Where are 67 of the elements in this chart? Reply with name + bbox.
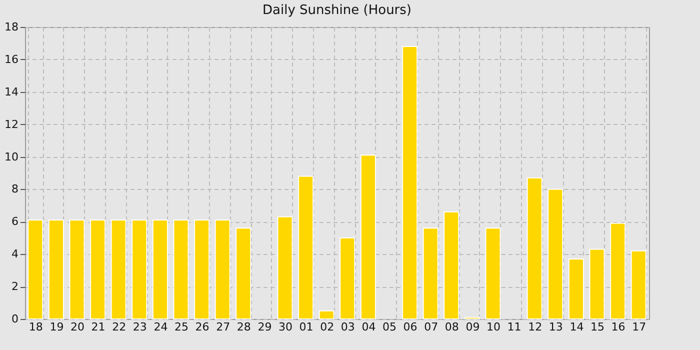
x-tick-label: 05	[382, 320, 396, 334]
bar	[69, 220, 85, 320]
bar	[318, 310, 334, 320]
bar	[48, 220, 64, 320]
bar	[277, 216, 293, 320]
bar	[402, 46, 418, 320]
bar	[110, 220, 126, 320]
x-tick-label: 08	[444, 320, 459, 334]
bar	[173, 220, 189, 320]
y-tick-label: 4	[12, 248, 18, 261]
bar	[589, 248, 605, 320]
bar	[360, 154, 376, 320]
y-tick-label: 8	[12, 182, 18, 196]
x-tick-label: 07	[424, 320, 438, 334]
y-tick-label: 0	[12, 312, 18, 326]
x-tick-label: 14	[570, 320, 584, 334]
x-tick-label: 02	[320, 320, 334, 334]
y-tick-label: 2	[12, 280, 18, 294]
x-tick-label: 12	[528, 320, 542, 334]
bar	[298, 176, 314, 320]
x-tick-label: 21	[91, 320, 106, 334]
x-tick-label: 17	[632, 320, 646, 334]
bar	[422, 228, 438, 320]
x-tick-label: 28	[236, 320, 251, 334]
x-tick-label: 24	[154, 320, 168, 334]
bar	[194, 220, 210, 320]
bar	[568, 258, 584, 320]
x-tick-label: 11	[507, 320, 522, 334]
x-tick-label: 29	[258, 320, 272, 334]
bar	[444, 211, 460, 320]
y-tick-label: 10	[4, 150, 18, 164]
bar	[548, 188, 564, 320]
x-tick-label: 22	[112, 320, 126, 334]
x-tick-label: 23	[132, 320, 147, 334]
x-tick-label: 27	[216, 320, 230, 334]
x-tick-label: 30	[278, 320, 292, 334]
y-tick-label: 6	[12, 215, 18, 228]
x-tick-label: 16	[611, 320, 626, 334]
x-tick-label: 18	[28, 320, 43, 334]
x-tick-label: 25	[174, 320, 188, 334]
bar	[214, 220, 230, 320]
y-tick-label: 14	[4, 85, 18, 98]
bar	[526, 177, 542, 320]
x-tick-label: 06	[403, 320, 418, 334]
x-tick-label: 15	[590, 320, 604, 334]
x-tick-label: 19	[50, 320, 64, 334]
bar	[28, 220, 44, 320]
bar	[630, 250, 646, 320]
x-tick-label: 10	[486, 320, 500, 334]
bar	[132, 220, 148, 320]
x-tick-label: 01	[299, 320, 314, 334]
chart-title: Daily Sunshine (Hours)	[262, 3, 412, 18]
x-tick-label: 04	[362, 320, 376, 334]
bar	[90, 220, 106, 320]
x-tick-label: 20	[70, 320, 84, 334]
x-tick-label: 03	[340, 320, 355, 334]
bar	[236, 228, 252, 320]
y-tick-label: 18	[4, 20, 18, 34]
bar	[340, 237, 356, 320]
bar	[485, 228, 501, 320]
y-tick-label: 12	[4, 118, 18, 131]
bar	[152, 220, 168, 320]
x-tick-label: 26	[195, 320, 210, 334]
x-tick-label: 09	[466, 320, 480, 334]
x-tick-label: 13	[548, 320, 563, 334]
y-tick-label: 16	[4, 52, 18, 66]
bar	[610, 222, 626, 320]
